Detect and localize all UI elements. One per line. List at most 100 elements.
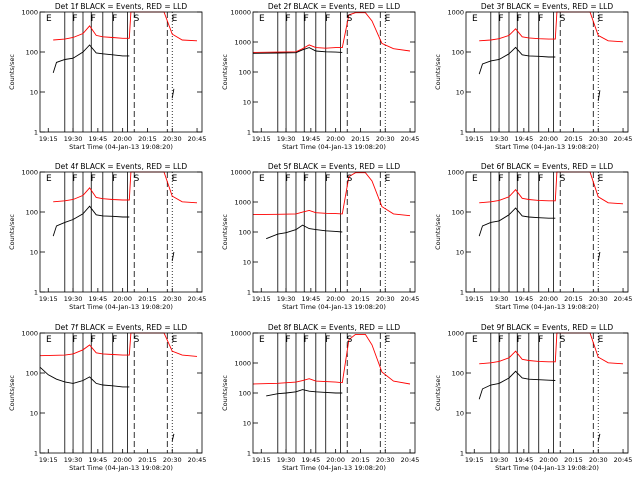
x-tick-label: 20:00 xyxy=(539,295,558,303)
flag-label: F xyxy=(91,335,96,345)
y-tick-label: 1000 xyxy=(234,359,251,367)
y-axis-label: Counts/sec xyxy=(434,54,442,90)
flag-label: E xyxy=(259,174,265,184)
flag-label: F xyxy=(325,335,330,345)
flag-label: S xyxy=(134,14,140,24)
x-tick-label: 20:15 xyxy=(564,135,583,143)
flag-label: E xyxy=(259,335,265,345)
x-tick-label: 20:15 xyxy=(564,456,583,464)
x-tick-label: 20:15 xyxy=(351,135,370,143)
series-events-line xyxy=(252,47,343,54)
y-tick-label: 10 xyxy=(243,98,251,106)
flag-label: F xyxy=(517,174,522,184)
y-tick-label: 1000 xyxy=(447,329,464,337)
x-tick-label: 19:15 xyxy=(465,295,484,303)
y-tick-label: 10 xyxy=(30,88,38,96)
flag-label: F xyxy=(498,174,503,184)
y-tick-label: 1 xyxy=(34,288,38,296)
x-tick-label: 19:45 xyxy=(301,456,320,464)
flag-label: F xyxy=(304,14,309,24)
series-events-line xyxy=(597,90,601,101)
y-axis-label: Counts/sec xyxy=(8,375,16,411)
flag-label: S xyxy=(560,174,566,184)
x-tick-label: 19:15 xyxy=(465,456,484,464)
flag-label: E xyxy=(598,174,604,184)
flag-label: E xyxy=(46,174,52,184)
plot-frame xyxy=(39,332,203,454)
series-events-line xyxy=(171,251,175,261)
x-tick-label: 20:15 xyxy=(564,295,583,303)
flag-label: F xyxy=(517,14,522,24)
x-tick-label: 19:30 xyxy=(277,456,296,464)
x-axis-label: Start Time (04-Jan-13 19:08:20) xyxy=(69,303,173,311)
x-tick-label: 20:45 xyxy=(401,295,420,303)
flag-label: S xyxy=(347,174,353,184)
y-tick-label: 1000 xyxy=(21,8,38,16)
series-events-line xyxy=(52,44,130,74)
y-tick-label: 1 xyxy=(247,449,251,457)
y-tick-label: 10000 xyxy=(230,329,251,337)
flag-label: E xyxy=(472,14,478,24)
flag-label: S xyxy=(134,174,140,184)
x-tick-label: 20:45 xyxy=(401,135,420,143)
y-tick-label: 10 xyxy=(243,258,251,266)
plot-title: Det 8f BLACK = Events, RED = LLD xyxy=(268,323,401,332)
series-events-line xyxy=(478,207,556,237)
flag-label: S xyxy=(347,335,353,345)
flag-label: E xyxy=(172,335,178,345)
flag-label: F xyxy=(304,335,309,345)
y-tick-label: 100 xyxy=(452,48,464,56)
flag-label: E xyxy=(385,335,391,345)
y-axis-label: Counts/sec xyxy=(221,54,229,90)
flag-label: F xyxy=(325,14,330,24)
x-tick-label: 19:45 xyxy=(514,135,533,143)
x-axis-label: Start Time (04-Jan-13 19:08:20) xyxy=(495,143,599,151)
flag-label: E xyxy=(472,174,478,184)
x-axis-label: Start Time (04-Jan-13 19:08:20) xyxy=(495,464,599,472)
plot-frame xyxy=(39,171,203,293)
x-tick-label: 20:00 xyxy=(539,456,558,464)
flag-label: F xyxy=(304,174,309,184)
x-tick-label: 19:30 xyxy=(490,295,509,303)
x-tick-label: 19:15 xyxy=(252,456,271,464)
flag-label: E xyxy=(46,335,52,345)
plot-title: Det 5f BLACK = Events, RED = LLD xyxy=(268,162,401,171)
series-events-line xyxy=(171,88,175,99)
flag-label: E xyxy=(385,14,391,24)
x-tick-label: 19:15 xyxy=(39,135,58,143)
series-events-line xyxy=(478,46,556,75)
y-tick-label: 100 xyxy=(26,369,38,377)
y-tick-label: 10 xyxy=(243,419,251,427)
plot-panel: E F F F S E 1 10 100 1000 19:15 19:30 19:45 20:00 20:1… xyxy=(8,323,206,472)
x-tick-label: 19:45 xyxy=(88,135,107,143)
y-tick-label: 10 xyxy=(30,409,38,417)
y-tick-label: 100 xyxy=(26,208,38,216)
x-tick-label: 20:30 xyxy=(589,135,608,143)
y-tick-label: 10 xyxy=(30,248,38,256)
x-tick-label: 20:30 xyxy=(589,456,608,464)
y-tick-label: 1 xyxy=(460,288,464,296)
x-tick-label: 20:00 xyxy=(326,456,345,464)
flag-label: F xyxy=(91,174,96,184)
plot-title: Det 4f BLACK = Events, RED = LLD xyxy=(55,162,188,171)
x-axis-label: Start Time (04-Jan-13 19:08:20) xyxy=(282,464,386,472)
plot-panel: E F F F S E 1 10 100 1000 19:15 19:30 19:45 20:00 20:1… xyxy=(434,162,632,311)
x-tick-label: 19:15 xyxy=(252,135,271,143)
series-lld-line xyxy=(479,171,624,205)
y-tick-label: 1000 xyxy=(234,198,251,206)
x-tick-label: 19:30 xyxy=(64,295,83,303)
x-axis-label: Start Time (04-Jan-13 19:08:20) xyxy=(282,303,386,311)
x-tick-label: 19:45 xyxy=(301,295,320,303)
y-tick-label: 1 xyxy=(247,288,251,296)
flag-label: S xyxy=(560,335,566,345)
flag-label: E xyxy=(46,14,52,24)
x-tick-label: 19:45 xyxy=(301,135,320,143)
y-tick-label: 100 xyxy=(452,208,464,216)
flag-label: E xyxy=(385,174,391,184)
flag-label: F xyxy=(285,335,290,345)
y-tick-label: 1 xyxy=(247,128,251,136)
y-tick-label: 100 xyxy=(239,68,251,76)
y-axis-label: Counts/sec xyxy=(221,214,229,250)
x-tick-label: 20:45 xyxy=(614,295,633,303)
plot-frame xyxy=(252,11,416,133)
